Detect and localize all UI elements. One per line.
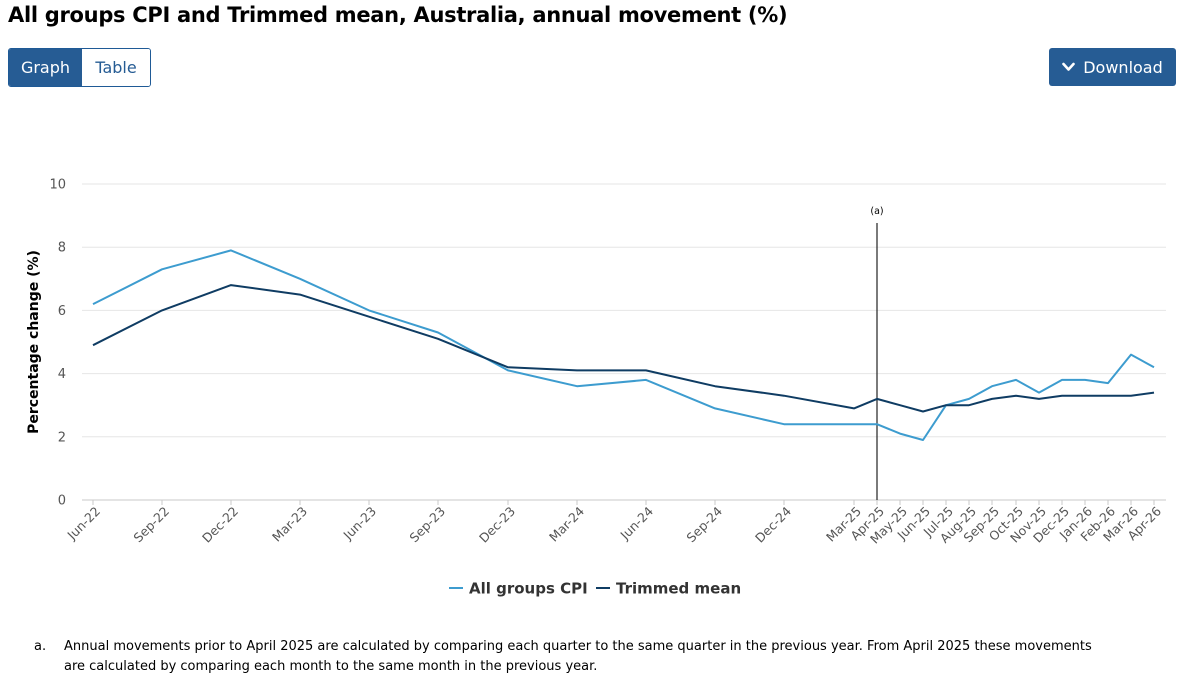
footnote-text: Annual movements prior to April 2025 are… <box>64 639 1092 674</box>
series <box>92 249 1155 441</box>
view-toggle: Graph Table <box>8 48 151 87</box>
x-tick-label: Mar-23 <box>269 504 310 545</box>
y-tick-label: 8 <box>58 241 66 256</box>
graph-tab[interactable]: Graph <box>9 49 82 86</box>
x-tick-label: Jun-24 <box>617 503 657 543</box>
x-tick-label: Dec-22 <box>199 504 241 546</box>
x-tick-label: Jun-23 <box>340 504 380 544</box>
chevron-down-icon <box>1062 62 1076 71</box>
download-button[interactable]: Download <box>1049 48 1176 86</box>
y-tick-label: 10 <box>49 178 66 193</box>
legend-item[interactable]: Trimmed mean <box>616 580 741 598</box>
x-tick-label: Sep-24 <box>683 503 725 545</box>
y-tick-label: 4 <box>58 367 66 382</box>
gridlines <box>82 183 1166 501</box>
x-tick-label: Dec-24 <box>752 503 794 545</box>
legend-item[interactable]: All groups CPI <box>469 580 588 598</box>
x-tick-label: Jun-22 <box>64 504 104 544</box>
series-line-all-groups-cpi <box>92 249 1155 441</box>
y-tick-label: 6 <box>58 304 66 319</box>
y-axis-title: Percentage change (%) <box>26 250 42 434</box>
annotation-label: (a) <box>870 206 883 217</box>
footnote: a. Annual movements prior to April 2025 … <box>34 637 1154 676</box>
x-tick-label: Mar-24 <box>546 503 587 544</box>
table-tab[interactable]: Table <box>82 49 150 86</box>
x-axis: Jun-22 Sep-22 Dec-22 Mar-23 Jun-23 Sep-23 Dec-… <box>64 500 1164 547</box>
x-tick-label: Sep-23 <box>406 504 448 546</box>
page-title: All groups CPI and Trimmed mean, Austral… <box>8 3 788 27</box>
download-label: Download <box>1083 57 1163 77</box>
legend: All groups CPI Trimmed mean <box>449 580 741 598</box>
x-tick-label: Sep-22 <box>130 504 172 546</box>
y-axis: 0 2 4 6 8 10 <box>49 178 66 509</box>
y-tick-label: 2 <box>58 430 66 445</box>
y-tick-label: 0 <box>58 494 66 509</box>
x-tick-label: Dec-23 <box>476 504 518 546</box>
annotation: (a) <box>870 206 884 500</box>
footnote-marker: a. <box>34 639 47 654</box>
series-line-trimmed-mean <box>92 284 1155 413</box>
line-chart: 0 2 4 6 8 10 Percentage change (%) Jun-22 Sep-… <box>26 178 1166 598</box>
